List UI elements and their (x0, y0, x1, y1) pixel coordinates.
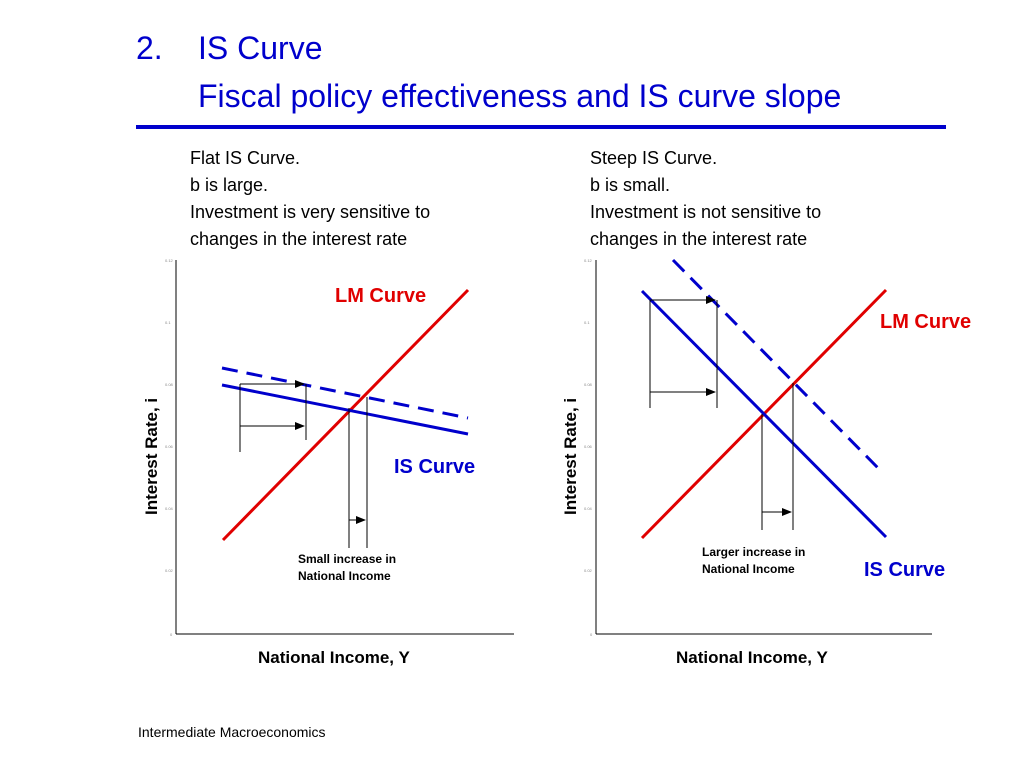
left-lm-curve (221, 288, 470, 542)
left-is-label: IS Curve (394, 456, 475, 478)
svg-text:0.02: 0.02 (165, 568, 174, 573)
left-note-line1: Small increase in (298, 552, 396, 566)
left-caption-line: Flat IS Curve. (190, 148, 301, 168)
svg-text:0.06: 0.06 (165, 444, 174, 449)
right-is-curve (640, 289, 888, 539)
svg-text:0.02: 0.02 (584, 568, 593, 573)
left-lm-label: LM Curve (335, 285, 426, 307)
right-is-curve-shifted (671, 258, 880, 470)
right-note-line2: National Income (702, 562, 795, 576)
right-axis-ticks: 0.12 0.1 0.08 0.06 0.04 0.02 0 (584, 258, 593, 637)
svg-text:0.12: 0.12 (165, 258, 174, 263)
svg-text:0.1: 0.1 (584, 320, 590, 325)
svg-text:0.1: 0.1 (165, 320, 171, 325)
left-is-curve-shifted (221, 366, 469, 420)
left-x-label: National Income, Y (258, 648, 410, 667)
svg-text:0.04: 0.04 (584, 506, 593, 511)
left-caption-line: changes in the interest rate (190, 229, 408, 249)
slide-subtitle: Fiscal policy effectiveness and IS curve… (198, 78, 842, 114)
right-caption-line: b is small. (590, 175, 671, 195)
left-y-label: Interest Rate, i (142, 398, 161, 515)
svg-text:0: 0 (590, 632, 593, 637)
left-caption-line: b is large. (190, 175, 269, 195)
left-caption-line: Investment is very sensitive to (190, 202, 431, 222)
svg-text:0.04: 0.04 (165, 506, 174, 511)
svg-text:0.08: 0.08 (584, 382, 593, 387)
left-is-curve (221, 383, 469, 436)
svg-text:0.08: 0.08 (165, 382, 174, 387)
right-caption: Steep IS Curve. b is small. Investment i… (590, 145, 821, 253)
right-caption-line: changes in the interest rate (590, 229, 808, 249)
svg-text:0.12: 0.12 (584, 258, 593, 263)
right-caption-line: Investment is not sensitive to (590, 202, 822, 222)
left-axis-ticks: 0.12 0.1 0.08 0.06 0.04 0.02 0 (165, 258, 174, 637)
right-lm-label: LM Curve (880, 311, 971, 333)
slide-title: IS Curve (198, 30, 323, 66)
svg-text:0.06: 0.06 (584, 444, 593, 449)
left-note-line2: National Income (298, 569, 391, 583)
right-caption-line: Steep IS Curve. (590, 148, 718, 168)
right-is-label: IS Curve (864, 559, 945, 581)
svg-text:0: 0 (170, 632, 173, 637)
footer-text: Intermediate Macroeconomics (138, 724, 326, 740)
left-caption: Flat IS Curve. b is large. Investment is… (190, 145, 430, 253)
title-underline (136, 125, 946, 129)
right-y-label: Interest Rate, i (561, 398, 580, 515)
slide-number: 2. (136, 30, 163, 66)
right-note-line1: Larger increase in (702, 545, 805, 559)
right-x-label: National Income, Y (676, 648, 828, 667)
